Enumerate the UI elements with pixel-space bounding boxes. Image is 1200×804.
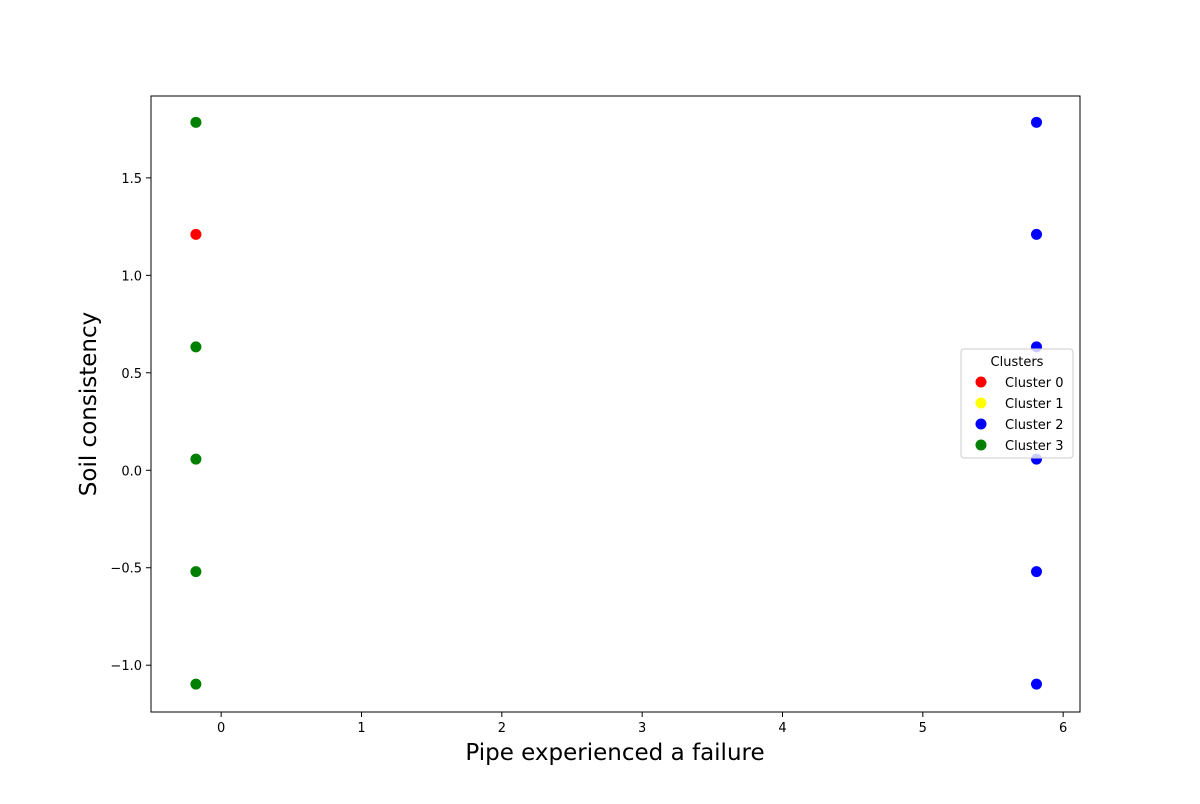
y-tick-label: 0.0: [121, 464, 142, 479]
x-tick-label: 5: [919, 721, 927, 736]
y-tick-label: −1.0: [110, 659, 142, 674]
x-tick-label: 0: [217, 721, 225, 736]
x-tick-label: 6: [1059, 721, 1067, 736]
legend-marker-cluster-1: [975, 397, 987, 409]
legend-label-cluster-0: Cluster 0: [1005, 376, 1064, 391]
legend-marker-cluster-2: [975, 418, 987, 430]
data-point-cluster-2-0: [1030, 116, 1042, 128]
legend-marker-cluster-3: [975, 439, 987, 451]
points-layer: [190, 116, 1042, 690]
data-point-cluster-3-2: [190, 453, 202, 465]
data-point-cluster-0-0: [190, 228, 202, 240]
legend-marker-cluster-0: [975, 376, 987, 388]
legend-label-cluster-1: Cluster 1: [1005, 397, 1064, 412]
x-axis-ticks: 0 1 2 3 4 5 6: [217, 712, 1067, 736]
x-axis-title: Pipe experienced a failure: [465, 740, 764, 766]
plot-area-frame: [150, 95, 1081, 713]
y-axis-title: Soil consistency: [76, 312, 102, 496]
data-point-cluster-2-1: [1030, 228, 1042, 240]
x-tick-label: 1: [357, 721, 365, 736]
data-point-cluster-2-4: [1030, 566, 1042, 578]
legend-title: Clusters: [991, 355, 1044, 370]
data-point-cluster-3-4: [190, 678, 202, 690]
y-tick-label: 1.0: [121, 269, 142, 284]
legend-label-cluster-3: Cluster 3: [1005, 439, 1064, 454]
legend-entries: Cluster 0 Cluster 1 Cluster 2 Cluster 3: [975, 376, 1064, 454]
data-point-cluster-3-3: [190, 566, 202, 578]
y-tick-label: 0.5: [121, 367, 142, 382]
data-point-cluster-3-1: [190, 341, 202, 353]
data-point-cluster-3-0: [190, 116, 202, 128]
data-point-cluster-2-5: [1030, 678, 1042, 690]
legend-frame: [960, 348, 1074, 459]
y-axis-ticks: −1.0 −0.5 0.0 0.5 1.0 1.5: [110, 172, 151, 674]
x-tick-label: 3: [638, 721, 646, 736]
y-tick-label: 1.5: [121, 172, 142, 187]
y-tick-label: −0.5: [110, 562, 142, 577]
legend-label-cluster-2: Cluster 2: [1005, 418, 1064, 433]
x-tick-label: 2: [498, 721, 506, 736]
x-tick-label: 4: [778, 721, 786, 736]
